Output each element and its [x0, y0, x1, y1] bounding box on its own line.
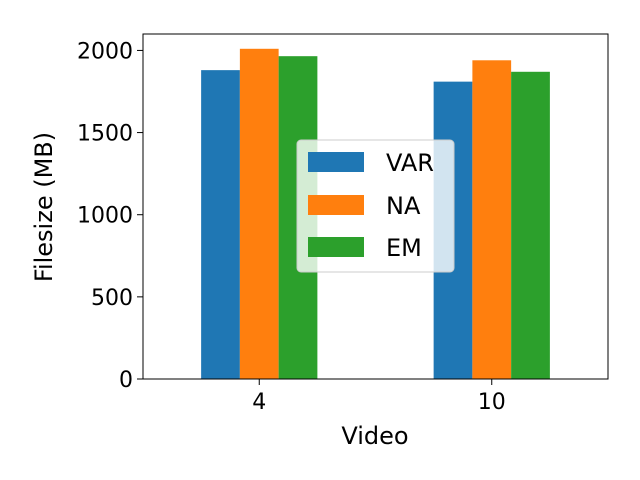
y-tick-label: 1000	[77, 204, 133, 229]
y-tick-label: 2000	[77, 39, 133, 64]
bar-na-video-10	[472, 60, 512, 379]
legend-swatch-var	[308, 152, 364, 172]
bar-var-video-4	[201, 70, 240, 379]
x-tick-label: 4	[252, 390, 266, 415]
x-axis: 4 10	[252, 379, 506, 415]
plot-frame	[142, 33, 609, 380]
x-axis-label: Video	[341, 422, 408, 450]
legend-label-var: VAR	[386, 149, 434, 177]
y-tick-label: 500	[91, 286, 133, 311]
y-tick-label: 0	[119, 368, 133, 393]
legend-label-em: EM	[386, 234, 422, 262]
bar-na-video-4	[239, 48, 279, 379]
bar-em-video-10	[511, 71, 550, 379]
bar-group	[201, 48, 550, 380]
y-axis: 0 500 1000 1500 2000	[77, 39, 143, 393]
x-tick-label: 10	[478, 390, 506, 415]
legend: VAR NA EM	[296, 139, 455, 273]
y-axis-label: Filesize (MB)	[30, 132, 58, 282]
legend-swatch-em	[308, 237, 364, 257]
legend-swatch-na	[308, 195, 364, 215]
y-tick-label: 1500	[77, 122, 133, 147]
legend-label-na: NA	[386, 192, 421, 220]
